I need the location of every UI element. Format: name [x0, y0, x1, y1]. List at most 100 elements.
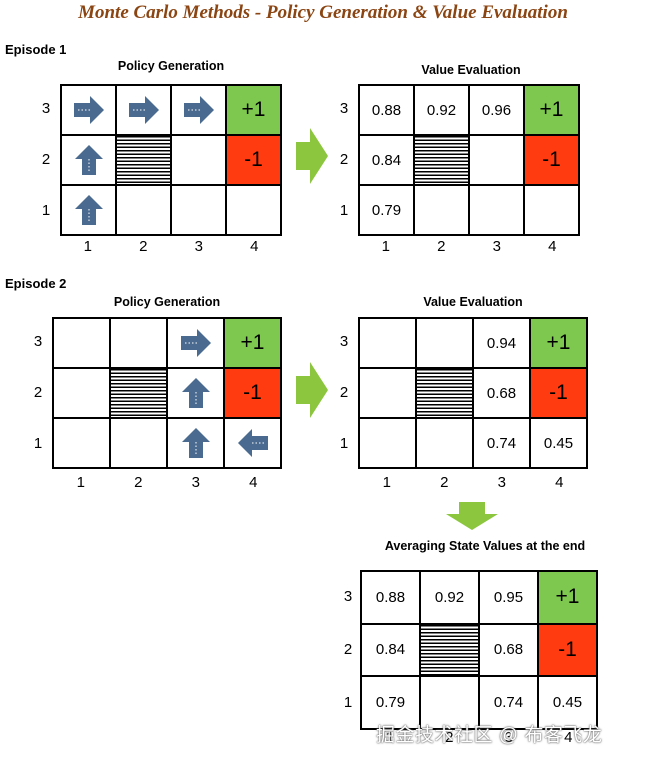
ep1-policy-grid: +1 -1 [60, 84, 282, 236]
policy-cell [168, 369, 223, 417]
column-label: 4 [548, 238, 557, 255]
goal-cell: +1 [539, 572, 596, 623]
row-label: 1 [33, 434, 43, 452]
value-cell: 0.92 [421, 572, 478, 623]
value-cell: 0.74 [480, 677, 537, 728]
policy-cell [117, 86, 170, 134]
column-label: 2 [440, 474, 449, 491]
row-label: 1 [41, 201, 51, 219]
policy-cell [225, 419, 280, 467]
wall-cell [415, 136, 468, 184]
ep2-policy-grid: +1 -1 [52, 317, 282, 469]
row-label: 3 [41, 100, 51, 118]
row-label: 3 [339, 333, 349, 351]
value-cell: 0.88 [362, 572, 419, 623]
empty-cell [172, 136, 225, 184]
flow-arrow-down-icon [446, 502, 498, 530]
ep2-value-title: Value Evaluation [423, 295, 523, 309]
empty-cell [117, 186, 170, 234]
arrow-right-icon [179, 326, 213, 360]
policy-cell [168, 419, 223, 467]
empty-cell [470, 136, 523, 184]
row-label: 2 [339, 384, 349, 401]
ep1-policy-title: Policy Generation [117, 59, 225, 73]
column-label: 2 [437, 238, 446, 255]
goal-cell: +1 [531, 319, 586, 367]
empty-cell [111, 319, 166, 367]
row-label: 3 [33, 333, 43, 351]
goal-cell: +1 [525, 86, 578, 134]
pit-cell: -1 [525, 136, 578, 184]
column-label: 4 [564, 729, 573, 746]
empty-cell [111, 419, 166, 467]
value-cell: 0.79 [360, 186, 413, 234]
empty-cell [415, 186, 468, 234]
empty-cell [417, 319, 472, 367]
value-cell: 0.92 [415, 86, 468, 134]
empty-cell [421, 677, 478, 728]
value-cell: 0.68 [480, 624, 537, 676]
average-title: Averaging State Values at the end [384, 539, 586, 553]
ep1-value-grid: 0.88 0.92 0.96 +1 0.84 -1 0.79 [358, 84, 580, 236]
pit-cell: -1 [227, 136, 280, 184]
value-cell: 0.84 [360, 136, 413, 184]
value-cell: 0.45 [531, 419, 586, 467]
wall-cell [111, 369, 166, 417]
column-label: 3 [191, 474, 200, 491]
column-label: 2 [445, 729, 454, 746]
arrow-right-icon [127, 93, 161, 127]
row-label: 1 [339, 201, 349, 219]
column-label: 4 [250, 238, 259, 255]
column-label: 1 [385, 729, 394, 746]
value-cell: 0.88 [360, 86, 413, 134]
column-label: 3 [504, 729, 513, 746]
pit-cell: -1 [531, 369, 586, 417]
empty-cell [417, 419, 472, 467]
value-cell: 0.79 [362, 677, 419, 728]
column-label: 3 [194, 238, 203, 255]
empty-cell [227, 186, 280, 234]
goal-cell: +1 [225, 319, 280, 367]
empty-cell [360, 369, 415, 417]
flow-arrow-right-icon [296, 362, 328, 418]
wall-cell [421, 624, 478, 676]
episode-2-label: Episode 2 [5, 276, 67, 291]
policy-cell [172, 86, 225, 134]
empty-cell [360, 419, 415, 467]
wall-cell [117, 136, 170, 184]
arrow-up-icon [179, 426, 213, 460]
value-cell: 0.95 [480, 572, 537, 623]
empty-cell [470, 186, 523, 234]
ep2-value-grid: 0.94 +1 0.68 -1 0.74 0.45 [358, 317, 588, 469]
column-label: 2 [134, 474, 143, 491]
row-label: 2 [343, 641, 353, 658]
empty-cell [54, 369, 109, 417]
row-label: 3 [339, 100, 349, 118]
column-label: 1 [76, 474, 85, 491]
column-label: 3 [492, 238, 501, 255]
row-label: 2 [339, 151, 349, 168]
average-value-grid: 0.88 0.92 0.95 +1 0.84 0.68 -1 0.79 0.74 0.45 [360, 570, 598, 730]
empty-cell [525, 186, 578, 234]
policy-cell [62, 86, 115, 134]
empty-cell [54, 319, 109, 367]
empty-cell [54, 419, 109, 467]
ep2-policy-title: Policy Generation [113, 295, 221, 309]
arrow-up-icon [72, 193, 106, 227]
row-label: 2 [41, 151, 51, 168]
page-title: Monte Carlo Methods - Policy Generation … [78, 2, 568, 23]
ep1-value-title: Value Evaluation [421, 63, 521, 77]
wall-cell [417, 369, 472, 417]
pit-cell: -1 [539, 624, 596, 676]
arrow-left-icon [236, 426, 270, 460]
arrow-right-icon [72, 93, 106, 127]
column-label: 4 [555, 474, 564, 491]
watermark: 掘金技术社区 @ 布客飞龙 [376, 725, 603, 746]
policy-cell [62, 136, 115, 184]
arrow-up-icon [72, 143, 106, 177]
value-cell: 0.74 [474, 419, 529, 467]
value-cell: 0.96 [470, 86, 523, 134]
row-label: 2 [33, 384, 43, 401]
column-label: 1 [381, 238, 390, 255]
episode-1-label: Episode 1 [5, 42, 67, 57]
